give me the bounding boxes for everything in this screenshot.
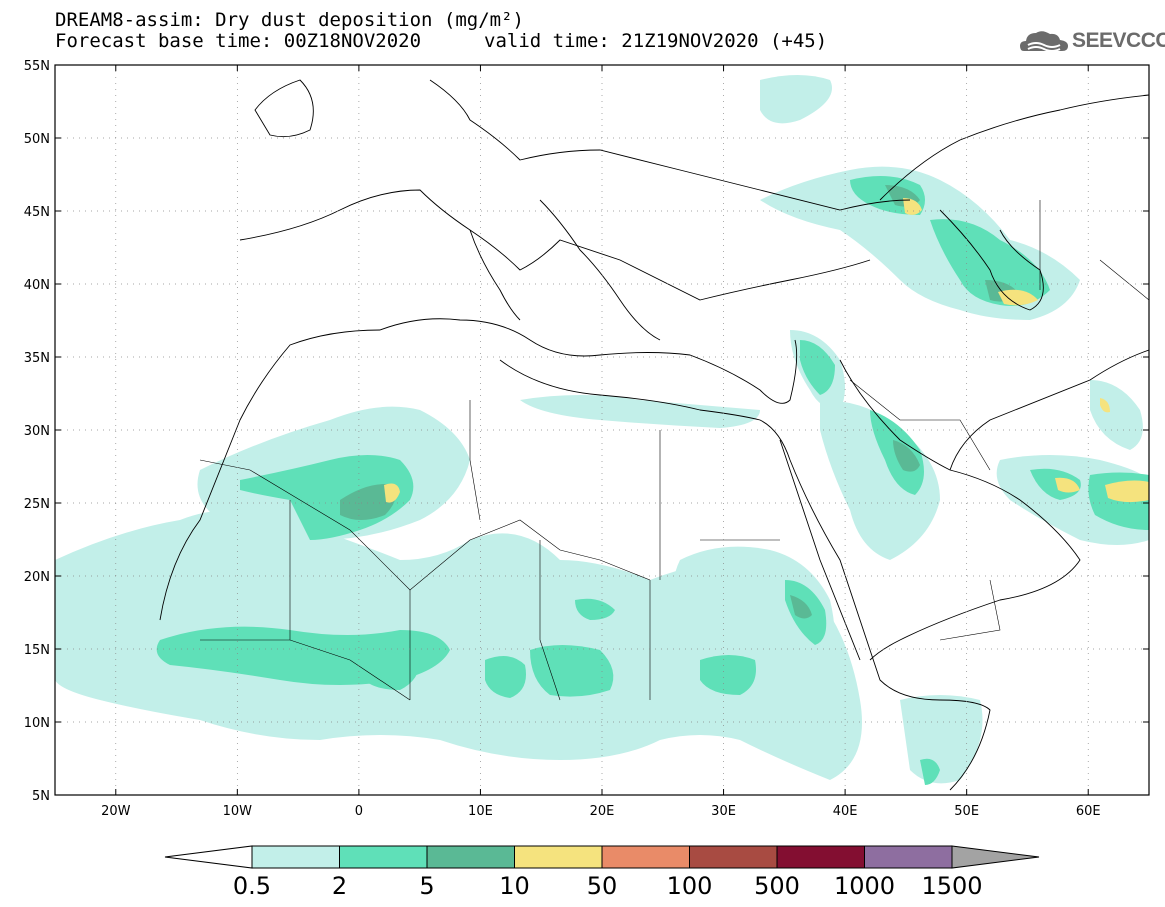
colorbar-segment	[514, 845, 603, 869]
colorbar-segment	[251, 845, 340, 869]
colorbar-label: 10	[499, 872, 530, 900]
colorbar-label: 5	[419, 872, 434, 900]
lat-tick-label: 5N	[32, 789, 50, 804]
colorbar-label: 2	[332, 872, 347, 900]
lat-tick-label: 10N	[24, 716, 50, 731]
lon-tick-label: 40E	[833, 804, 858, 819]
lat-tick-label: 30N	[24, 424, 50, 439]
coastlines	[159, 79, 1149, 791]
colorbar-segment	[864, 845, 953, 869]
cloud-logo-icon	[1020, 31, 1068, 52]
lat-tick-label: 40N	[24, 278, 50, 293]
graticule	[55, 65, 1149, 795]
lon-tick-label: 0	[355, 804, 363, 819]
colorbar-left-arrow	[164, 845, 253, 869]
borders	[199, 200, 1149, 701]
lon-tick-label: 10W	[223, 804, 253, 819]
colorbar-label: 50	[587, 872, 618, 900]
lat-tick-label: 15N	[24, 643, 50, 658]
colorbar-segment	[776, 845, 865, 869]
base-time: Forecast base time: 00Z18NOV2020	[55, 30, 422, 52]
lat-axis: 55N 50N 45N 40N 35N 30N 25N 20N 15N 10N 5N	[24, 59, 1149, 804]
lat-tick-label: 55N	[24, 59, 50, 74]
legend-colorbar: 0.5 2 5 10 50 100 500 1000 1500	[164, 845, 1040, 900]
lon-tick-label: 50E	[954, 804, 979, 819]
lat-tick-label: 35N	[24, 351, 50, 366]
colorbar-segment	[601, 845, 690, 869]
colorbar-segment	[426, 845, 515, 869]
lon-axis: 20W 10W 0 10E 20E 30E 40E 50E 60E	[101, 65, 1101, 819]
colorbar-label: 0.5	[233, 872, 271, 900]
colorbar-label: 1500	[921, 872, 982, 900]
lat-tick-label: 25N	[24, 497, 50, 512]
lat-tick-label: 50N	[24, 132, 50, 147]
lon-tick-label: 20E	[590, 804, 615, 819]
colorbar-label: 100	[667, 872, 713, 900]
colorbar-label: 500	[754, 872, 800, 900]
colorbar-segment	[689, 845, 778, 869]
colorbar-label: 1000	[834, 872, 895, 900]
lon-tick-label: 10E	[468, 804, 493, 819]
lon-tick-label: 30E	[711, 804, 736, 819]
lon-tick-label: 20W	[101, 804, 131, 819]
colorbar-segment	[339, 845, 428, 869]
colorbar-right-arrow	[951, 845, 1040, 869]
lat-tick-label: 20N	[24, 570, 50, 585]
lat-tick-label: 45N	[24, 205, 50, 220]
lon-tick-label: 60E	[1076, 804, 1101, 819]
valid-time: valid time: 21Z19NOV2020 (+45)	[484, 30, 828, 52]
map-title: DREAM8-assim: Dry dust deposition (mg/m²…	[55, 9, 524, 31]
logo-text: SEEVCCC	[1072, 29, 1165, 52]
dust-fields	[55, 75, 1149, 785]
